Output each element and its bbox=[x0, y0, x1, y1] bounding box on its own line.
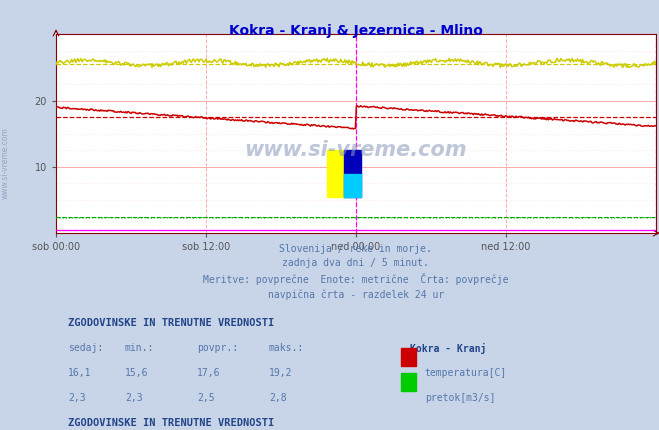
Text: Kokra - Kranj & Jezernica - Mlino: Kokra - Kranj & Jezernica - Mlino bbox=[229, 24, 483, 38]
Text: 19,2: 19,2 bbox=[269, 368, 293, 378]
Text: 2,3: 2,3 bbox=[68, 393, 86, 403]
Bar bbox=[344, 173, 360, 197]
Text: pretok[m3/s]: pretok[m3/s] bbox=[425, 393, 496, 403]
Text: www.si-vreme.com: www.si-vreme.com bbox=[244, 140, 467, 160]
Text: Kokra - Kranj: Kokra - Kranj bbox=[410, 343, 486, 354]
Bar bbox=[401, 348, 416, 366]
Text: min.:: min.: bbox=[125, 343, 154, 353]
Text: temperatura[C]: temperatura[C] bbox=[425, 368, 507, 378]
Text: povpr.:: povpr.: bbox=[197, 343, 238, 353]
Text: 15,6: 15,6 bbox=[125, 368, 148, 378]
Text: 17,6: 17,6 bbox=[197, 368, 221, 378]
Text: 2,3: 2,3 bbox=[125, 393, 142, 403]
Bar bbox=[327, 150, 344, 197]
Text: maks.:: maks.: bbox=[269, 343, 304, 353]
Bar bbox=[401, 373, 416, 391]
Text: 2,8: 2,8 bbox=[269, 393, 287, 403]
Text: 2,5: 2,5 bbox=[197, 393, 215, 403]
Text: sedaj:: sedaj: bbox=[68, 343, 103, 353]
Text: ZGODOVINSKE IN TRENUTNE VREDNOSTI: ZGODOVINSKE IN TRENUTNE VREDNOSTI bbox=[68, 318, 274, 328]
Text: www.si-vreme.com: www.si-vreme.com bbox=[1, 127, 10, 200]
Text: 16,1: 16,1 bbox=[68, 368, 92, 378]
Bar bbox=[344, 150, 360, 197]
Text: Slovenija / reke in morje.
zadnja dva dni / 5 minut.
Meritve: povprečne  Enote: : Slovenija / reke in morje. zadnja dva dn… bbox=[203, 244, 509, 300]
Text: ZGODOVINSKE IN TRENUTNE VREDNOSTI: ZGODOVINSKE IN TRENUTNE VREDNOSTI bbox=[68, 418, 274, 428]
